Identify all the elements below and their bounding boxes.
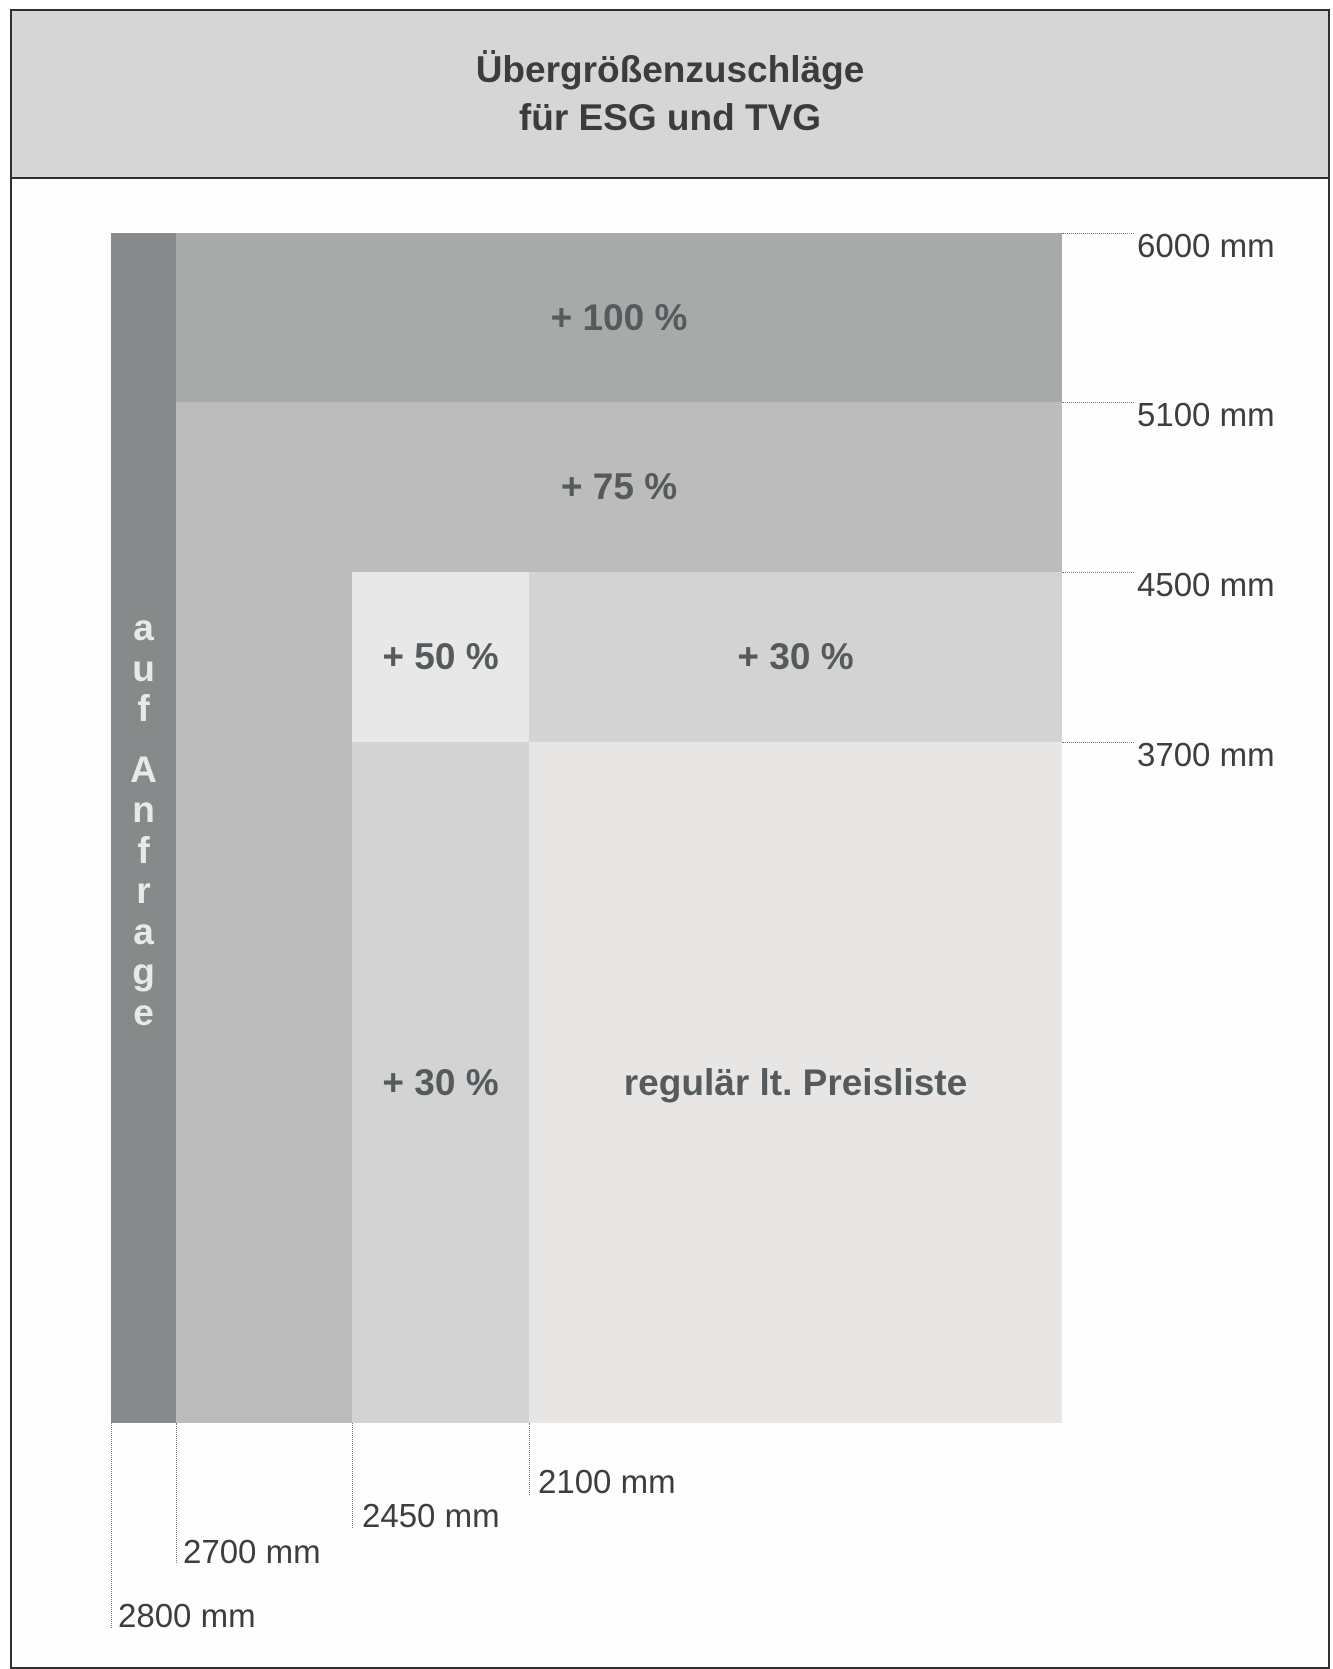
zone-plus-75-label: + 75 % (560, 466, 678, 507)
width-label-2450: 2450 mm (362, 1497, 500, 1534)
zone-plus-100: + 100 % (176, 233, 1062, 402)
on-request-vertical-label: a u f A n f r a g e (111, 607, 176, 1033)
on-request-char: a (133, 607, 154, 648)
zone-plus-30-left-label: + 30 % (382, 1061, 499, 1103)
width-guide-line (529, 1423, 530, 1495)
zone-plus-30-left: + 30 % (352, 742, 529, 1423)
height-label-6000: 6000 mm (1137, 227, 1275, 264)
zone-plus-30-top: + 30 % (529, 572, 1062, 742)
height-label-5100: 5100 mm (1137, 396, 1275, 433)
zone-plus-50-label: + 50 % (382, 636, 499, 677)
height-label-4500: 4500 mm (1137, 566, 1275, 603)
on-request-char: r (136, 870, 151, 911)
zone-regular: regulär lt. Preisliste (529, 742, 1062, 1423)
on-request-char: e (133, 991, 154, 1033)
title-line-2: für ESG und TVG (518, 97, 822, 138)
height-guide-line (1062, 742, 1134, 743)
width-label-2700: 2700 mm (183, 1533, 321, 1570)
zone-plus-50: + 50 % (352, 572, 529, 742)
on-request-char: n (132, 789, 155, 830)
height-guide-line (1062, 572, 1134, 573)
zone-plus-30-top-label: + 30 % (737, 636, 854, 677)
on-request-char: a (133, 910, 154, 952)
on-request-char: A (130, 748, 157, 790)
on-request-char: f (137, 829, 150, 871)
height-guide-line (1062, 233, 1134, 234)
width-label-2800: 2800 mm (118, 1597, 256, 1634)
height-guide-line (1062, 402, 1134, 403)
height-label-3700: 3700 mm (1137, 736, 1275, 773)
on-request-char: u (132, 647, 155, 689)
width-label-2100: 2100 mm (538, 1463, 676, 1500)
zone-plus-100-label: + 100 % (550, 296, 688, 338)
width-guide-line (352, 1423, 353, 1528)
diagram-header: Übergrößenzuschläge für ESG und TVG (12, 11, 1328, 179)
zone-regular-label: regulär lt. Preisliste (623, 1061, 968, 1103)
on-request-char: f (137, 688, 150, 729)
zone-plus-75-left (176, 572, 352, 1423)
width-guide-line (111, 1423, 112, 1628)
title-line-1: Übergrößenzuschläge (475, 49, 865, 90)
on-request-char: g (132, 951, 155, 992)
width-guide-line (176, 1423, 177, 1563)
zone-on-request (111, 233, 176, 1423)
zone-plus-75-top: + 75 % (176, 402, 1062, 572)
